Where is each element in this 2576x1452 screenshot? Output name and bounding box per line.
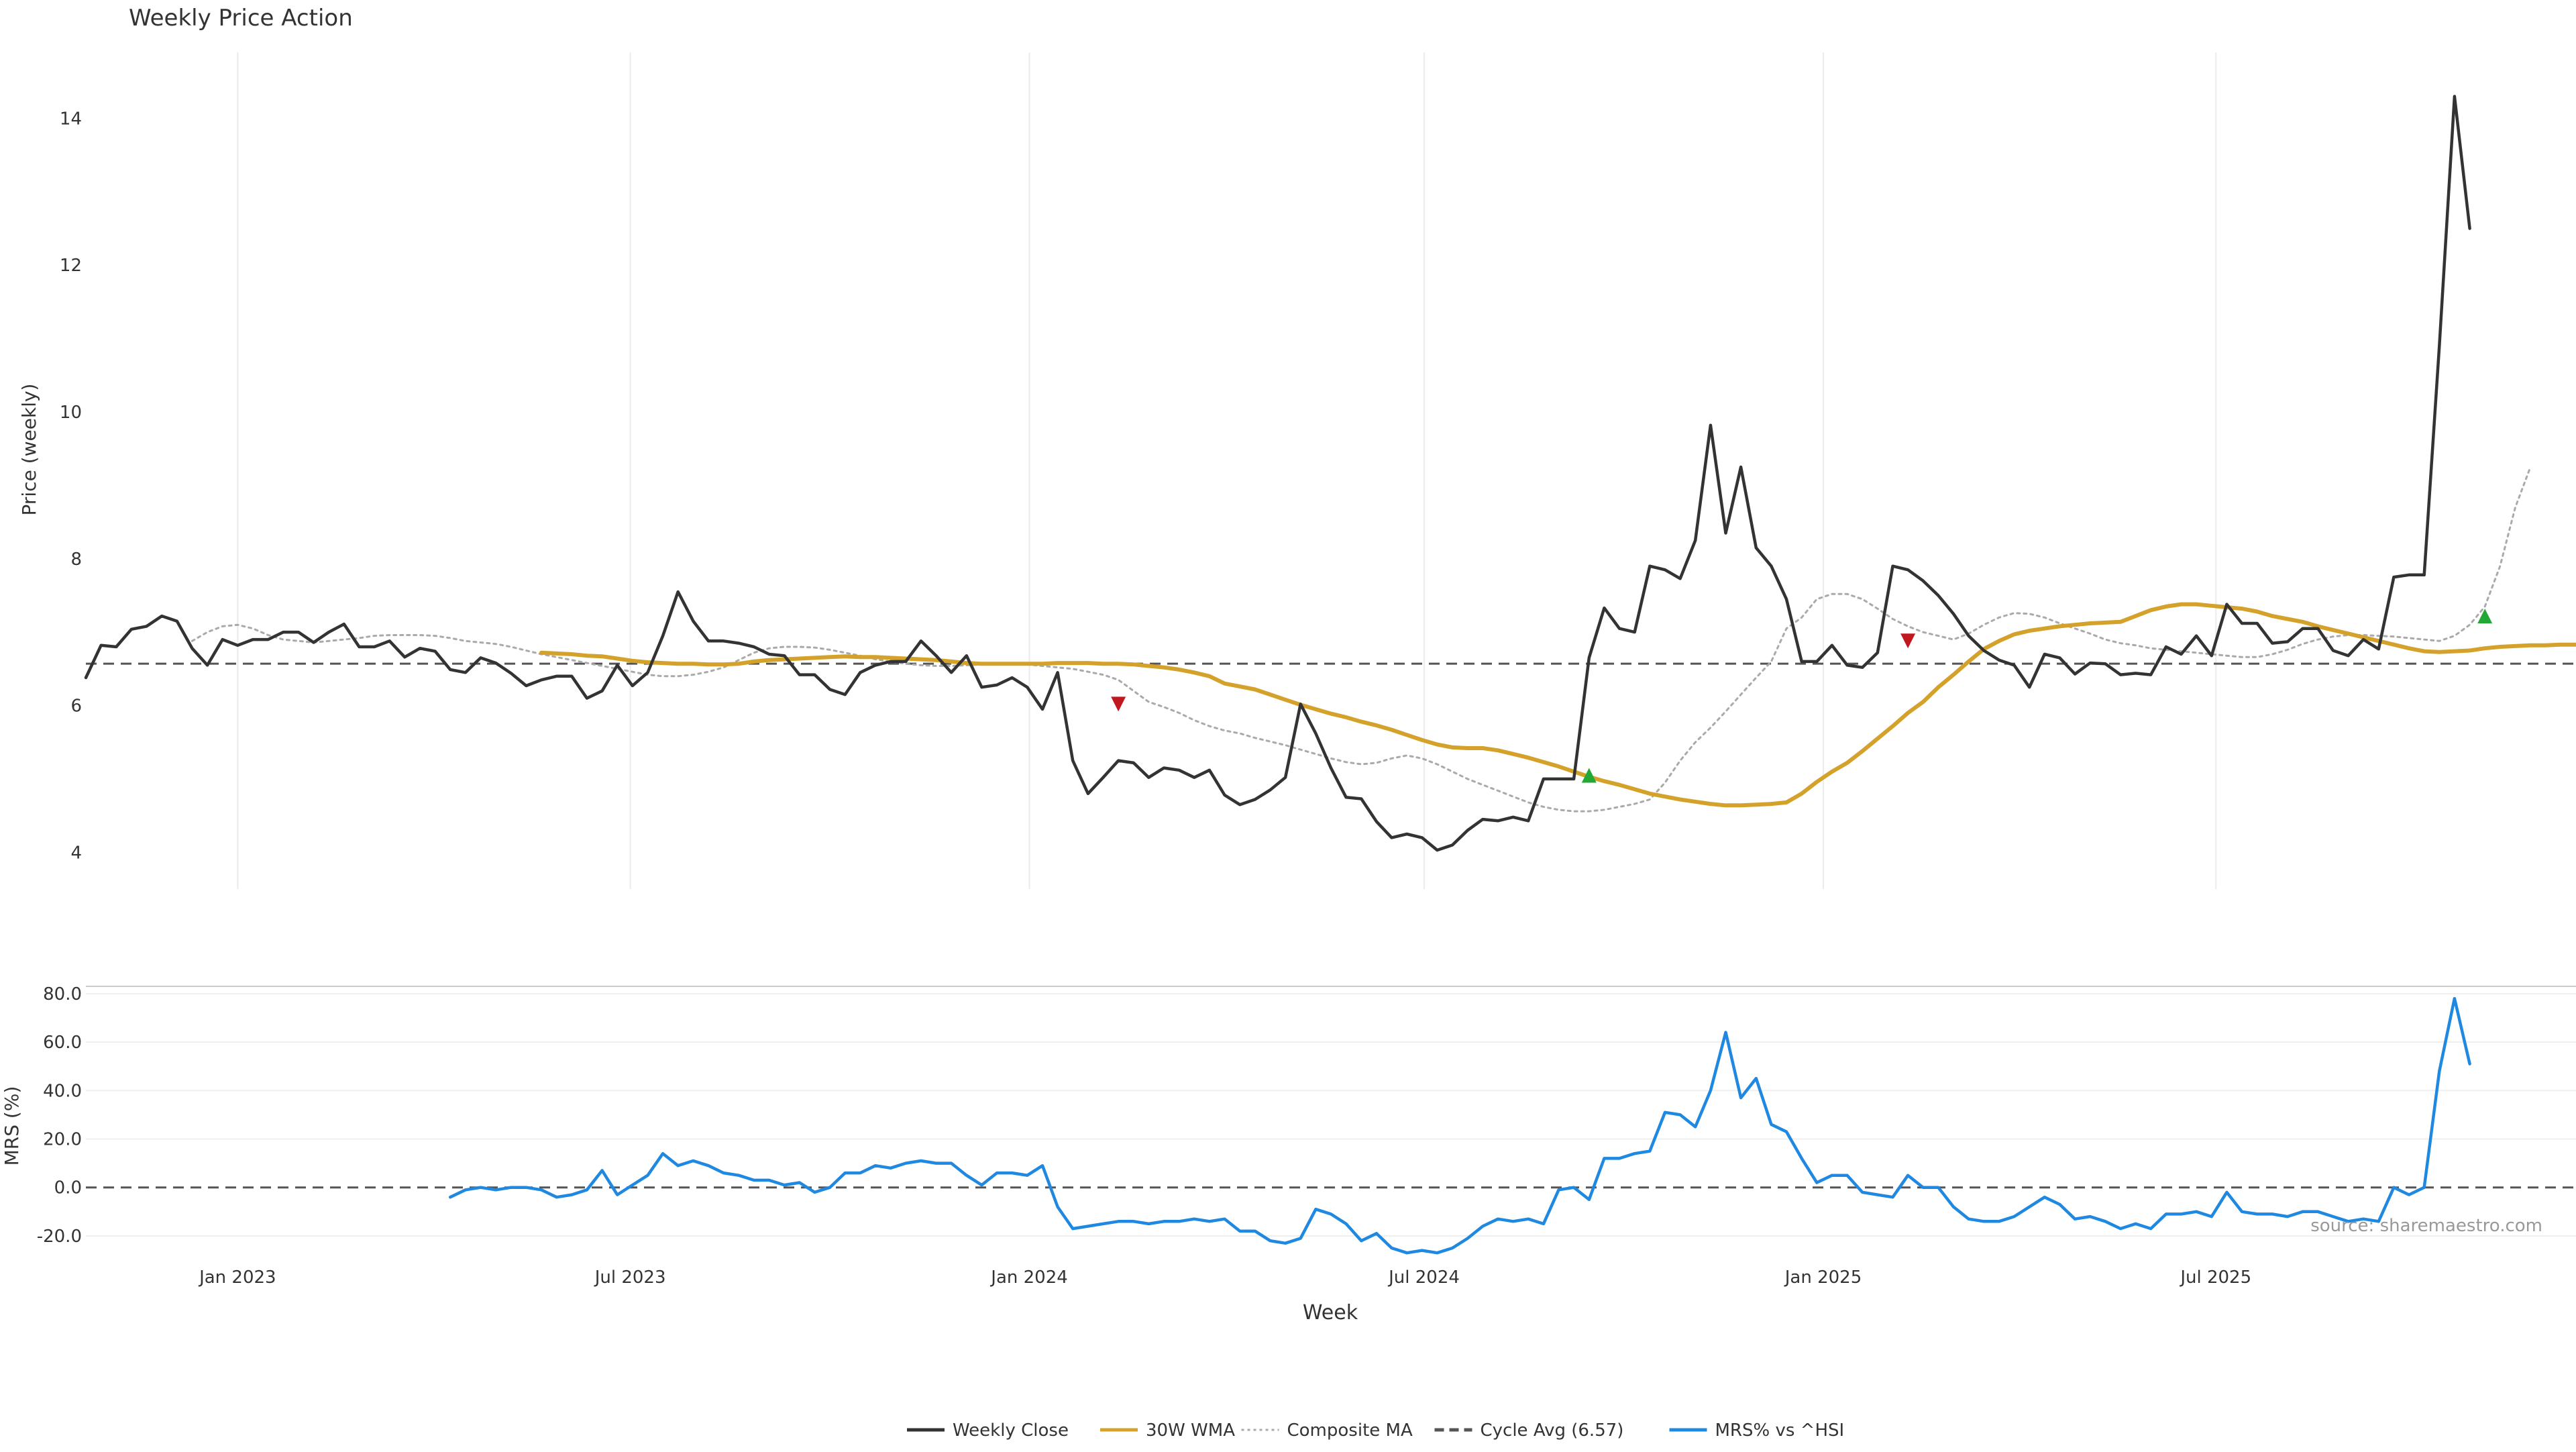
price-y-axis-label: Price (weekly) [18, 384, 40, 516]
x-tick-label: Jan 2023 [198, 1267, 276, 1288]
legend-label-weekly-close: Weekly Close [953, 1420, 1069, 1441]
mrs-y-tick-label: 20.0 [43, 1130, 82, 1150]
price-y-axis: 4 6 8 10 12 14 [60, 109, 82, 863]
mrs-y-axis-label: MRS (%) [1, 1086, 23, 1166]
legend-label-cycle-avg: Cycle Avg (6.57) [1481, 1420, 1624, 1441]
x-axis-label: Week [1303, 1301, 1358, 1325]
price-y-tick-label: 8 [70, 550, 82, 570]
chart-title: Weekly Price Action [129, 5, 353, 32]
sell-signal-marker [1900, 633, 1916, 649]
price-y-tick-label: 4 [70, 843, 82, 863]
sell-signal-marker [1111, 696, 1126, 712]
mrs-y-tick-label: -20.0 [37, 1227, 82, 1247]
legend-label-mrs: MRS% vs ^HSI [1715, 1420, 1845, 1441]
mrs-grid [86, 986, 2576, 1237]
series-line-30w-wma [539, 602, 2576, 808]
reference-lines [86, 662, 2576, 1189]
source-note: source: sharemaestro.com [2310, 1216, 2542, 1236]
mrs-y-tick-label: 40.0 [43, 1081, 82, 1101]
legend: Weekly Close 30W WMA Composite MA Cycle Avg… [907, 1420, 1844, 1441]
x-tick-label: Jul 2023 [594, 1267, 666, 1288]
price-y-tick-label: 6 [70, 696, 82, 717]
price-y-tick-label: 14 [60, 109, 82, 129]
mrs-series [448, 996, 2471, 1255]
series-line-weekly-close [84, 95, 2471, 852]
legend-label-composite-ma: Composite MA [1287, 1420, 1413, 1441]
price-y-tick-label: 10 [60, 403, 82, 423]
mrs-y-tick-label: 60.0 [43, 1033, 82, 1053]
x-axis: Jan 2023 Jul 2023 Jan 2024 Jul 2024 Jan 2025… [198, 1267, 2251, 1288]
series-line-mrs [448, 996, 2471, 1255]
x-tick-label: Jul 2024 [1387, 1267, 1460, 1288]
mrs-y-tick-label: 80.0 [43, 984, 82, 1004]
signal-markers [1111, 609, 2493, 783]
price-grid [237, 52, 2217, 889]
legend-label-30w-wma: 30W WMA [1146, 1420, 1235, 1441]
buy-signal-marker [1581, 768, 1597, 783]
mrs-y-tick-label: 0.0 [54, 1178, 82, 1198]
x-tick-label: Jul 2025 [2179, 1267, 2251, 1288]
x-tick-label: Jan 2025 [1784, 1267, 1862, 1288]
series-line-composite-ma [191, 466, 2532, 813]
mrs-y-axis: 80.0 60.0 40.0 20.0 0.0 -20.0 [37, 984, 82, 1247]
x-tick-label: Jan 2024 [989, 1267, 1068, 1288]
price-y-tick-label: 12 [60, 256, 82, 276]
buy-signal-marker [2477, 609, 2493, 624]
price-series [84, 95, 2576, 852]
